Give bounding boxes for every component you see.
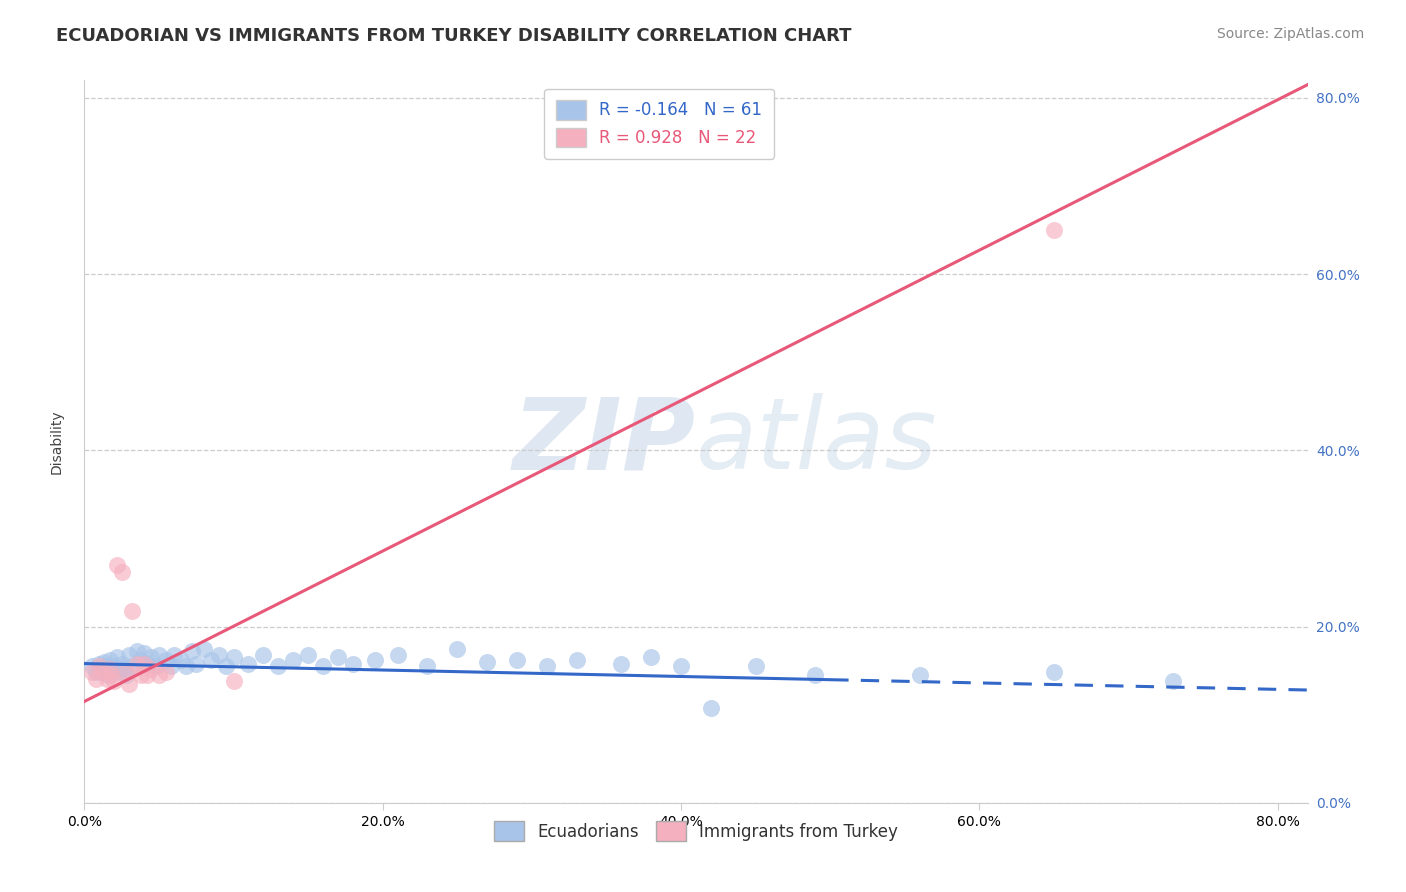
Point (115, 668, 138, 682)
Point (114, 662, 136, 676)
Point (103, 674, 125, 689)
Point (1163, 674, 1185, 689)
Point (267, 659, 290, 673)
Point (96, 673, 118, 687)
Point (105, 650, 128, 665)
Point (312, 659, 335, 673)
Text: atlas: atlas (696, 393, 938, 490)
Point (1043, 223, 1066, 237)
Point (283, 653, 305, 667)
Point (207, 648, 229, 662)
Point (180, 644, 202, 658)
Text: ZIP: ZIP (513, 393, 696, 490)
Point (908, 668, 931, 682)
Text: Source: ZipAtlas.com: Source: ZipAtlas.com (1216, 27, 1364, 41)
Point (387, 648, 409, 662)
Point (148, 668, 170, 682)
Point (118, 648, 141, 662)
Point (105, 558, 128, 572)
Point (215, 659, 238, 673)
Point (145, 659, 167, 673)
Point (136, 668, 159, 682)
Point (475, 655, 498, 669)
Point (744, 659, 766, 673)
Point (416, 659, 439, 673)
Point (91, 665, 114, 680)
Point (128, 653, 150, 667)
Point (98, 653, 121, 667)
Point (97, 668, 120, 682)
Point (89, 657, 111, 671)
Point (155, 665, 177, 680)
Point (91, 662, 114, 676)
Point (129, 668, 152, 682)
Point (111, 657, 134, 671)
Point (193, 641, 215, 656)
Point (121, 604, 143, 618)
Point (186, 657, 208, 671)
Point (148, 648, 170, 662)
Point (111, 565, 134, 579)
Point (103, 659, 125, 673)
Point (141, 662, 163, 676)
Point (1043, 665, 1066, 680)
Point (252, 648, 274, 662)
Point (98, 662, 121, 676)
Point (536, 659, 558, 673)
Point (118, 677, 141, 691)
Point (342, 657, 364, 671)
Point (107, 665, 129, 680)
Point (222, 650, 245, 665)
Point (84, 665, 107, 680)
Point (115, 665, 138, 680)
Point (297, 648, 319, 662)
Point (121, 659, 143, 673)
Point (446, 641, 468, 656)
Point (80, 665, 103, 680)
Point (125, 644, 148, 658)
Point (84, 673, 107, 687)
Point (160, 659, 183, 673)
Y-axis label: Disability: Disability (49, 409, 63, 474)
Point (700, 700, 723, 714)
Point (141, 650, 163, 665)
Point (125, 657, 148, 671)
Point (132, 657, 155, 671)
Point (669, 659, 692, 673)
Point (96, 659, 118, 673)
Legend: Ecuadorians, Immigrants from Turkey: Ecuadorians, Immigrants from Turkey (482, 810, 910, 852)
Point (238, 657, 260, 671)
Point (170, 653, 193, 667)
Point (100, 664, 122, 678)
Point (804, 668, 827, 682)
Point (565, 653, 588, 667)
Point (506, 653, 529, 667)
Point (163, 648, 186, 662)
Point (640, 650, 662, 665)
Point (610, 657, 633, 671)
Point (326, 650, 349, 665)
Point (89, 659, 111, 673)
Point (132, 646, 155, 660)
Point (80, 659, 103, 673)
Point (364, 653, 387, 667)
Point (222, 674, 245, 689)
Text: ECUADORIAN VS IMMIGRANTS FROM TURKEY DISABILITY CORRELATION CHART: ECUADORIAN VS IMMIGRANTS FROM TURKEY DIS… (56, 27, 852, 45)
Point (200, 653, 222, 667)
Point (155, 653, 177, 667)
Point (100, 668, 122, 682)
Point (174, 659, 197, 673)
Point (93, 655, 115, 669)
Point (136, 657, 159, 671)
